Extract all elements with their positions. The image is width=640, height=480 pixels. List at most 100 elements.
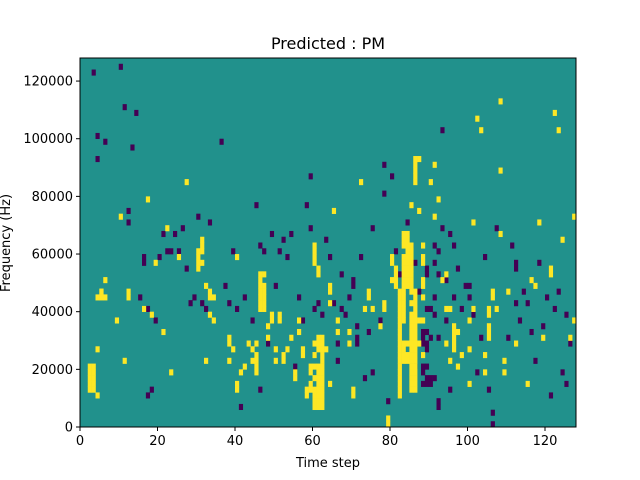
heatmap-cell-high [254,357,259,364]
x-tick-label: 0 [76,434,84,449]
heatmap-cell-high [397,288,402,295]
heatmap-cell-low [564,311,569,318]
heatmap-cell-high [421,282,426,289]
heatmap-cell-low [568,340,573,347]
heatmap-cell-high [413,352,418,359]
heatmap-cell-high [401,357,406,364]
heatmap-cell-high [200,259,205,266]
heatmap-cell-high [486,328,492,336]
heatmap-cell-high [328,300,333,307]
y-axis: 0 20000 40000 60000 80000 100000 120000 [23,75,80,436]
heatmap-cell-low [432,259,437,266]
heatmap-cell-low [95,132,100,140]
heatmap-cell-high [281,357,286,364]
heatmap-cell-high [316,271,321,278]
heatmap-cell-high [238,369,244,376]
chart-title: Predicted : PM [271,34,385,53]
heatmap-cell-high [397,363,402,370]
heatmap-cell-low [517,317,523,324]
heatmap-cell-high [452,328,457,336]
heatmap-cell-high [320,334,325,341]
heatmap-cell-high [471,219,476,226]
heatmap-cell-high [409,323,414,330]
heatmap-cell-low [343,311,348,318]
heatmap-cell-high [471,305,476,312]
heatmap-cell-low [428,305,433,312]
heatmap-cell-low [432,311,437,318]
heatmap-cell-low [448,386,453,393]
heatmap-cell-low [126,207,131,214]
heatmap-cell-high [312,248,317,255]
heatmap-cell-low [176,248,182,255]
heatmap-cell-low [359,254,364,261]
heatmap-cell-low [355,323,360,330]
heatmap-cell-high [401,236,406,243]
heatmap-cell-low [444,277,449,284]
heatmap-cell-low [440,127,445,134]
heatmap-cell-low [393,248,399,255]
heatmap-cell-low [514,259,519,266]
heatmap-cell-low [514,300,519,307]
heatmap-cell-low [328,254,333,261]
heatmap-cell-low [204,305,209,312]
heatmap-cell-high [448,305,453,312]
heatmap-cell-high [417,340,422,347]
heatmap-cell-high [393,265,399,272]
heatmap-cell-high [397,357,402,364]
heatmap-cell-high [409,300,414,307]
heatmap-cell-low [262,248,267,255]
heatmap-cell-low [281,236,286,243]
heatmap-cell-high [413,173,418,180]
heatmap-cell-low [436,248,441,255]
heatmap-cell-low [355,340,360,347]
heatmap-cell-high [401,288,406,295]
heatmap-cell-high [428,179,433,186]
heatmap-cell-high [556,127,561,134]
heatmap-cell-low [428,375,433,382]
heatmap-cell-low [382,161,387,168]
heatmap-cell-high [204,357,209,364]
heatmap-cell-high [397,380,402,387]
heatmap-cell-high [95,294,100,301]
heatmap-cell-high [126,288,131,295]
heatmap-cell-high [196,259,201,266]
heatmap-cell-high [204,282,209,289]
heatmap-cell-low [293,363,298,370]
heatmap-cell-low [467,294,472,301]
heatmap-cell-high [293,375,298,382]
heatmap-cell-low [479,334,484,341]
heatmap-cell-high [207,311,213,318]
heatmap-cell-high [405,236,410,243]
heatmap-cell-high [413,363,418,370]
heatmap-cell-low [370,369,375,376]
heatmap-cell-high [277,311,282,318]
heatmap-cell-high [258,282,263,289]
heatmap-cell-high [262,305,267,312]
heatmap-cell-high [421,294,426,301]
heatmap-cell-low [428,380,433,387]
heatmap-cell-high [405,265,410,272]
heatmap-cell-high [366,294,371,301]
heatmap-cell-low [424,305,430,312]
heatmap-cell-high [448,357,453,364]
heatmap-cell-high [452,346,457,353]
heatmap-cell-low [444,317,449,324]
x-axis-label: Time step [295,456,360,471]
heatmap-cell-high [444,340,449,347]
heatmap-cell-high [118,213,123,220]
heatmap-cell-low [382,190,387,197]
heatmap-cell-high [452,323,457,330]
heatmap-cell-high [149,311,154,318]
heatmap-cell-high [483,369,488,376]
heatmap-cell-high [397,369,402,376]
heatmap-cell-low [424,328,430,336]
heatmap-cell-high [417,156,422,163]
heatmap-cell-low [277,248,282,255]
heatmap-cell-high [409,328,414,336]
heatmap-cell-low [421,363,426,370]
heatmap-cell-high [277,317,282,324]
heatmap-cell-high [401,242,406,249]
heatmap-cell-high [235,386,240,393]
heatmap-cell-high [316,346,321,353]
heatmap-cell-high [153,259,158,266]
